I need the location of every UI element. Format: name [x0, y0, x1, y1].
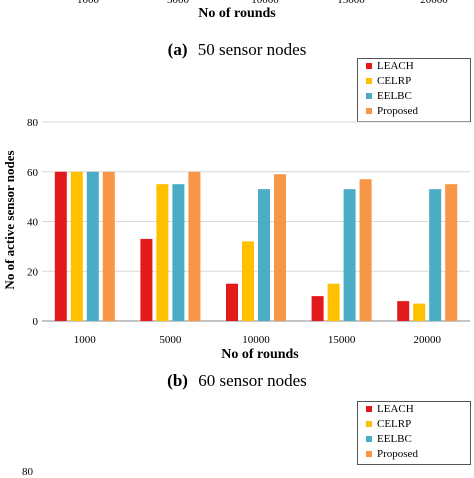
bar-leach-10000 [226, 283, 238, 321]
bar-eelbc-1000 [86, 171, 99, 321]
x-tick-label: 5000 [159, 334, 182, 346]
y-tick-label: 0 [33, 316, 39, 328]
legend-label: Proposed [377, 448, 418, 460]
legend-label: CELRP [377, 418, 412, 430]
bar-proposed-10000 [274, 174, 286, 321]
legend-label: CELRP [377, 75, 412, 87]
top-tick-label: 1000 [77, 0, 99, 6]
legend-swatch-leach-2 [366, 406, 372, 412]
bar-leach-15000 [311, 296, 324, 321]
bar-celrp-20000 [413, 303, 426, 321]
caption-b: (b) 60 sensor nodes [0, 371, 474, 391]
legend-swatch-eelbc-2 [366, 436, 372, 442]
chart-legend-bottom: LEACH CELRP EELBC Proposed [357, 401, 471, 465]
y-tick-label: 80 [27, 117, 39, 129]
bar-celrp-10000 [242, 241, 254, 321]
top-tick-label: 20000 [420, 0, 448, 6]
top-tick-label: 15000 [337, 0, 365, 6]
legend-item-proposed: Proposed [366, 104, 418, 118]
x-axis-label: No of rounds [221, 347, 299, 362]
legend-item-celrp: CELRP [366, 417, 411, 431]
legend-item-celrp: CELRP [366, 74, 411, 88]
bar-leach-1000 [54, 171, 67, 321]
legend-label: EELBC [377, 433, 412, 445]
chart-legend: LEACH CELRP EELBC Proposed [357, 58, 471, 122]
legend-label: LEACH [377, 403, 414, 415]
bar-proposed-1000 [102, 171, 115, 321]
bar-celrp-1000 [70, 171, 83, 321]
bar-proposed-15000 [359, 179, 372, 321]
legend-swatch-proposed [366, 108, 372, 114]
caption-a: (a) 50 sensor nodes [0, 40, 474, 60]
y-tick-label: 60 [27, 167, 39, 179]
bar-celrp-5000 [156, 184, 169, 321]
legend-label: LEACH [377, 60, 414, 72]
top-chart-x-axis-label: No of rounds [198, 6, 276, 21]
legend-item-eelbc: EELBC [366, 89, 412, 103]
bar-eelbc-15000 [343, 189, 356, 321]
bar-celrp-15000 [327, 283, 340, 321]
x-tick-label: 20000 [413, 334, 441, 346]
legend-item-eelbc: EELBC [366, 432, 412, 446]
legend-swatch-celrp [366, 78, 372, 84]
chart-ticks: 0 20 40 60 80 1000 5000 10000 15000 20000 [27, 117, 441, 346]
bar-eelbc-5000 [172, 184, 185, 321]
chart-bars [54, 171, 458, 321]
top-chart-tick-labels: 1000 5000 10000 15000 20000 [0, 0, 474, 12]
caption-b-text: 60 sensor nodes [198, 371, 307, 390]
legend-swatch-leach [366, 63, 372, 69]
caption-a-label: (a) [167, 40, 188, 59]
y-axis-label: No of active sensor nodes [2, 150, 17, 289]
x-tick-label: 1000 [74, 334, 97, 346]
top-tick-label: 5000 [167, 0, 189, 6]
legend-swatch-proposed-2 [366, 451, 372, 457]
y-tick-label: 20 [27, 266, 39, 278]
legend-item-leach: LEACH [366, 59, 414, 73]
legend-swatch-celrp-2 [366, 421, 372, 427]
y-tick-label: 40 [27, 217, 39, 229]
legend-label: EELBC [377, 90, 412, 102]
bar-eelbc-20000 [429, 189, 442, 321]
x-tick-label: 10000 [242, 334, 270, 346]
legend-label: Proposed [377, 105, 418, 117]
bar-proposed-20000 [445, 184, 458, 321]
caption-a-text: 50 sensor nodes [197, 40, 307, 59]
legend-item-leach: LEACH [366, 402, 414, 416]
bar-leach-20000 [397, 301, 410, 321]
bar-eelbc-10000 [258, 189, 270, 321]
bar-proposed-5000 [188, 171, 201, 321]
x-tick-label: 15000 [328, 334, 356, 346]
bottom-y-tick-label: 80 [22, 466, 33, 478]
top-tick-label: 10000 [251, 0, 279, 6]
legend-item-proposed: Proposed [366, 447, 418, 461]
bar-leach-5000 [140, 238, 153, 321]
legend-swatch-eelbc [366, 93, 372, 99]
caption-b-label: (b) [167, 371, 188, 390]
